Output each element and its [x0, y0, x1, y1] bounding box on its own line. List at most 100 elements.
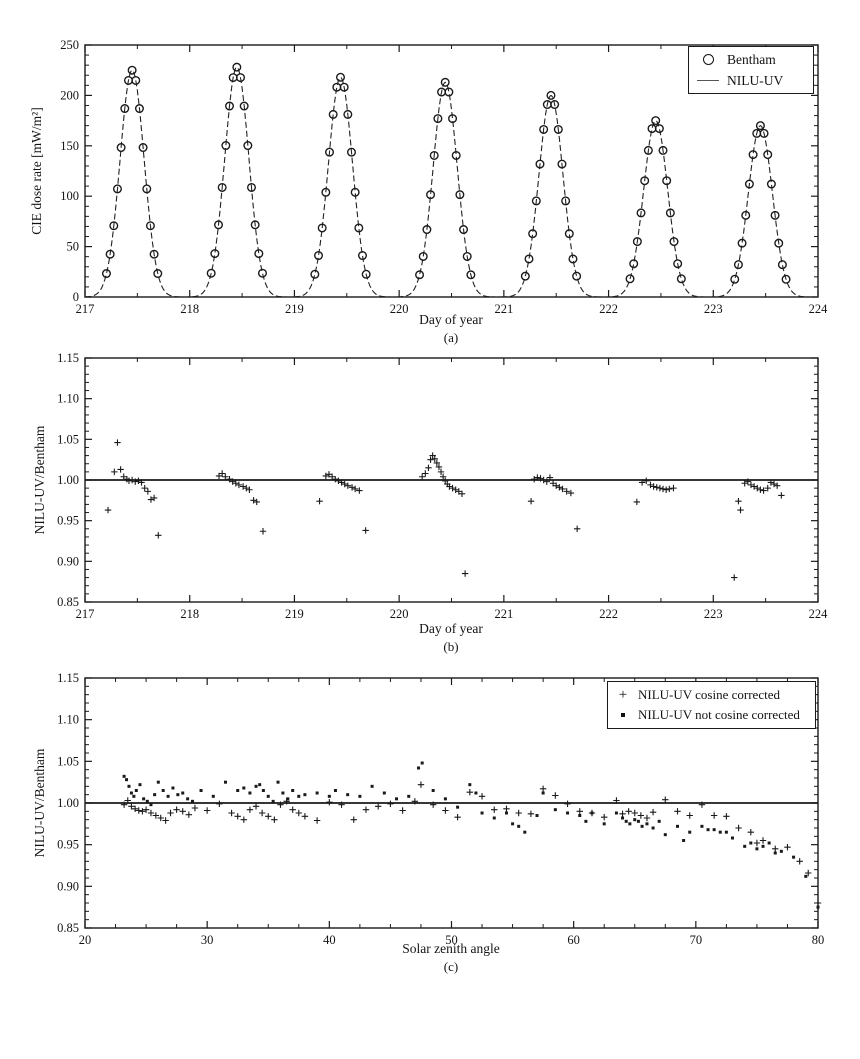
bentham-point: [232, 62, 242, 72]
ratio-point: [517, 824, 521, 828]
ratio-point: [468, 783, 472, 787]
bentham-point: [676, 274, 686, 284]
ratio-point: [425, 464, 432, 471]
ratio-point: [199, 789, 203, 792]
ratio-point: [527, 810, 535, 818]
ratio-point: [417, 766, 421, 770]
bentham-point: [131, 75, 141, 85]
panel-b-plot: 217 218 219 220 221 222 223 224 0.85 0.90 0.95 1.00…: [57, 351, 828, 621]
ratio-point: [289, 806, 296, 813]
bentham-point: [225, 101, 235, 111]
panel-c-legend: + NILU-UV cosine corrected NILU-UV not c…: [607, 681, 816, 729]
ratio-point: [439, 473, 447, 480]
ratio-point: [277, 801, 284, 808]
ratio-point: [179, 808, 186, 815]
ratio-point: [613, 797, 620, 804]
ratio-point: [157, 814, 164, 822]
bentham-point: [221, 141, 231, 151]
bentham-point: [250, 220, 260, 230]
svg-text:222: 222: [599, 607, 618, 621]
bentham-point: [429, 150, 439, 160]
bentham-point: [236, 73, 246, 83]
bentham-point: [524, 254, 534, 264]
ratio-point: [295, 809, 302, 817]
ratio-point: [461, 570, 469, 577]
ratio-point: [253, 498, 260, 506]
bentham-point: [550, 100, 560, 110]
svg-text:0.85: 0.85: [57, 921, 79, 935]
ratio-point: [645, 822, 649, 826]
ratio-point: [222, 473, 229, 480]
bentham-point: [451, 150, 461, 160]
ratio-point: [640, 824, 644, 828]
bentham-point: [422, 225, 432, 235]
bentham-point: [339, 82, 349, 92]
plus-marker-icon: +: [618, 687, 628, 703]
ratio-point: [135, 807, 142, 814]
bentham-point: [210, 249, 220, 259]
ratio-point: [674, 808, 681, 815]
ratio-point: [682, 839, 686, 842]
ratio-point: [129, 791, 133, 795]
ratio-point: [147, 496, 155, 503]
svg-text:30: 30: [201, 933, 214, 947]
svg-text:219: 219: [285, 607, 304, 621]
bentham-point: [354, 223, 364, 233]
ratio-point: [757, 486, 764, 493]
svg-text:0: 0: [73, 290, 79, 304]
ratio-point: [724, 830, 728, 834]
svg-text:1.05: 1.05: [57, 432, 79, 446]
ratio-point: [316, 497, 323, 505]
ratio-point: [243, 484, 250, 492]
bentham-point: [357, 251, 367, 261]
ratio-point: [779, 849, 783, 853]
ratio-point: [796, 858, 803, 865]
ratio-point: [590, 811, 594, 815]
svg-text:220: 220: [390, 302, 409, 316]
ratio-point: [666, 485, 673, 493]
bentham-point: [737, 238, 747, 248]
ratio-point: [731, 574, 738, 581]
ratio-point: [753, 839, 761, 847]
ratio-point: [131, 805, 139, 813]
bentham-point: [134, 104, 144, 114]
ratio-point: [624, 819, 628, 823]
ratio-point: [387, 800, 394, 808]
ratio-point: [142, 797, 146, 801]
ratio-point: [234, 813, 241, 820]
ratio-point: [454, 813, 461, 821]
ratio-point: [191, 804, 199, 812]
ratio-point: [152, 812, 160, 819]
svg-text:60: 60: [567, 933, 580, 947]
ratio-point: [258, 783, 262, 787]
panel-b-x-axis-label: Day of year: [419, 621, 483, 636]
ratio-point: [491, 806, 498, 813]
bentham-point: [636, 208, 646, 218]
ratio-point: [625, 808, 632, 815]
bentham-point: [246, 182, 256, 192]
ratio-point: [747, 481, 755, 489]
ratio-point: [636, 819, 640, 823]
legend-item-bentham: Bentham: [689, 51, 813, 69]
ratio-point: [104, 506, 112, 514]
ratio-point: [650, 483, 657, 490]
ratio-point: [700, 824, 704, 828]
svg-text:218: 218: [180, 302, 199, 316]
ratio-point: [242, 786, 246, 790]
bentham-point: [127, 65, 137, 75]
ratio-point: [358, 794, 362, 798]
ratio-point: [754, 484, 761, 492]
ratio-point: [546, 474, 554, 481]
ratio-point: [248, 791, 252, 795]
bentham-point: [673, 259, 683, 269]
ratio-point: [173, 806, 180, 813]
bentham-point: [777, 260, 787, 270]
svg-text:50: 50: [67, 240, 80, 254]
bentham-point: [328, 109, 338, 119]
ratio-point: [176, 793, 180, 797]
ratio-point: [362, 527, 369, 534]
ratio-point: [737, 506, 744, 514]
nilu-uv-curve: [84, 66, 818, 298]
ratio-point: [186, 797, 190, 801]
ratio-point: [559, 485, 566, 493]
